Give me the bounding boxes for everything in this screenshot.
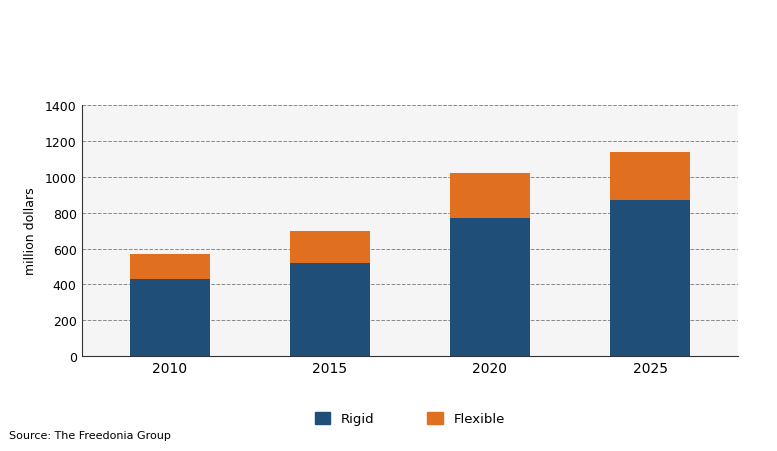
Y-axis label: million dollars: million dollars	[23, 188, 37, 275]
Text: Source: The Freedonia Group: Source: The Freedonia Group	[9, 430, 171, 440]
Bar	[290, 263, 370, 356]
Text: Freedonia®: Freedonia®	[609, 73, 696, 86]
Bar	[290, 231, 370, 263]
Bar	[130, 254, 210, 280]
Legend: Rigid, Flexible: Rigid, Flexible	[309, 407, 510, 431]
Bar	[130, 280, 210, 356]
Bar	[610, 152, 690, 201]
Bar	[450, 174, 530, 219]
Text: Figure 3-2 | Spice, Dry Mix, & Extract Packaging Demand by Format, 2010 – 2025 (: Figure 3-2 | Spice, Dry Mix, & Extract P…	[9, 19, 565, 30]
Bar	[450, 219, 530, 356]
Bar	[610, 201, 690, 356]
